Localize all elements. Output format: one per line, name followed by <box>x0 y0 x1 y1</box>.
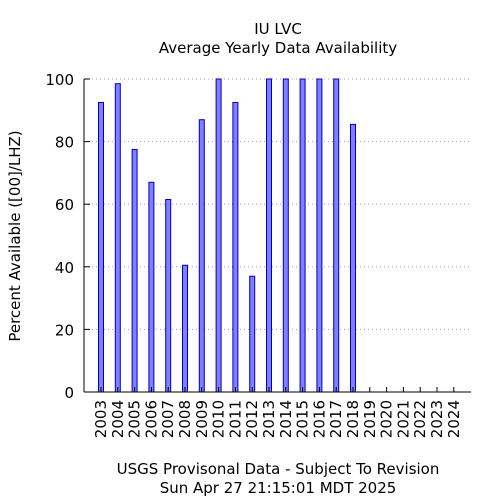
bar-2017 <box>333 78 340 393</box>
footer-provisional-note: USGS Provisonal Data - Subject To Revisi… <box>117 460 440 478</box>
x-tick-label: 2022 <box>411 400 429 438</box>
bar-2011 <box>232 101 239 393</box>
axes <box>83 79 471 393</box>
bar-2013 <box>266 78 272 393</box>
x-tick-label: 2007 <box>159 400 177 438</box>
bar-2012 <box>249 275 256 393</box>
x-tick-label: 2017 <box>327 400 345 438</box>
bar-2006 <box>148 181 155 393</box>
x-tick-label: 2018 <box>344 400 362 438</box>
chart-title: IU LVC <box>254 20 302 38</box>
y-tick-label: 40 <box>55 259 74 277</box>
x-tick-label: 2011 <box>226 400 244 438</box>
chart-subtitle: Average Yearly Data Availability <box>159 39 397 57</box>
x-tick-label: 2020 <box>378 400 396 438</box>
bar-2009 <box>198 119 205 393</box>
x-tick-label: 2010 <box>210 400 228 438</box>
bar-2015 <box>299 78 306 393</box>
x-tick-label: 2023 <box>428 400 446 438</box>
x-tick-label: 2012 <box>243 400 261 438</box>
x-tick-label: 2019 <box>361 400 379 438</box>
gridlines <box>84 78 471 330</box>
bar-2010 <box>215 78 222 393</box>
y-tick-label: 100 <box>45 71 74 89</box>
bar-2016 <box>316 78 323 393</box>
bar-2003 <box>98 101 104 393</box>
x-tick-label: 2004 <box>109 400 127 438</box>
bar-2005 <box>131 148 138 393</box>
x-tick-label: 2013 <box>260 400 278 438</box>
y-axis-label: Percent Available ([00]/LHZ) <box>6 130 24 341</box>
y-tick-label: 60 <box>55 196 74 214</box>
y-tick-label: 0 <box>64 384 74 402</box>
x-tick-label: 2015 <box>294 400 312 438</box>
x-tick-label: 2006 <box>142 400 160 438</box>
bars <box>98 78 356 393</box>
y-ticks: 0 20 40 60 80 100 <box>45 71 90 402</box>
bar-2004 <box>114 83 121 393</box>
x-tick-label: 2008 <box>176 400 194 438</box>
x-ticks: 2003200420052006200720082009201020112012… <box>92 387 463 438</box>
bar-2014 <box>282 78 289 393</box>
y-tick-label: 20 <box>55 321 74 339</box>
x-tick-label: 2016 <box>310 400 328 438</box>
footer-timestamp: Sun Apr 27 21:15:01 MDT 2025 <box>160 479 397 497</box>
x-tick-label: 2014 <box>277 400 295 438</box>
bar-2008 <box>182 264 188 393</box>
x-tick-label: 2009 <box>193 400 211 438</box>
x-tick-label: 2005 <box>126 400 144 438</box>
x-tick-label: 2003 <box>92 400 110 438</box>
bar-2007 <box>165 199 172 393</box>
x-tick-label: 2021 <box>394 400 412 438</box>
bar-2018 <box>350 123 356 393</box>
x-tick-label: 2024 <box>445 400 463 438</box>
y-tick-label: 80 <box>55 134 74 152</box>
